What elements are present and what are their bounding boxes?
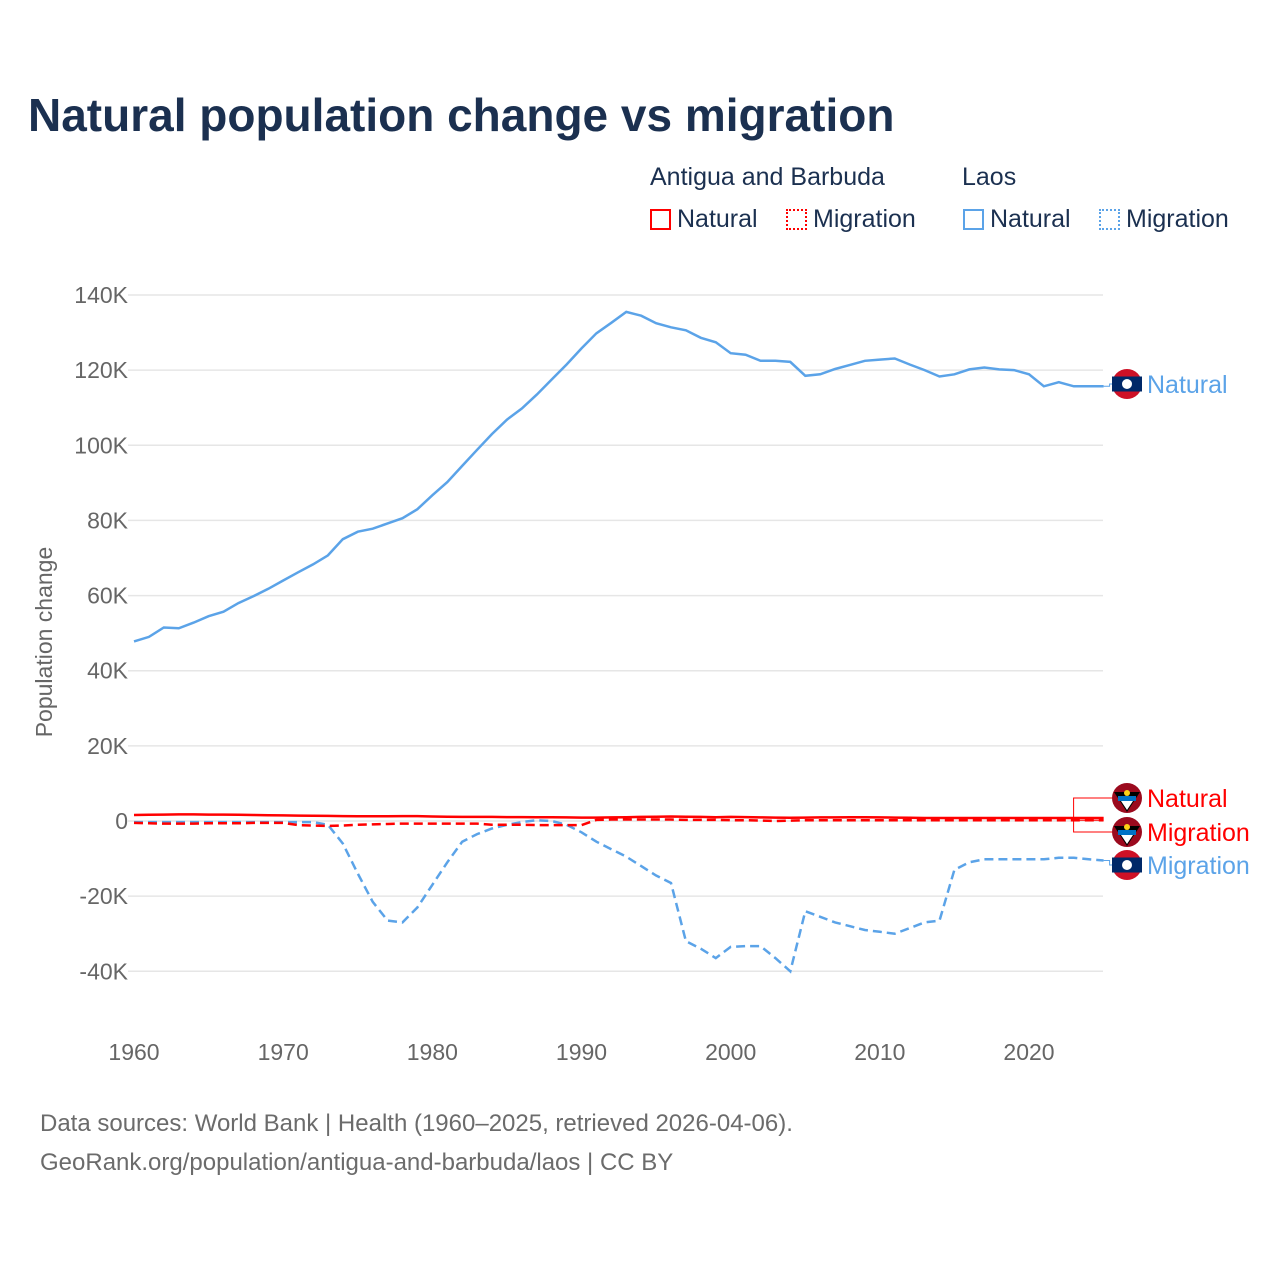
legend-swatch-solid-icon bbox=[963, 209, 984, 230]
source-url[interactable]: GeoRank.org/population/antigua-and-barbu… bbox=[40, 1149, 674, 1176]
leader-line bbox=[1103, 859, 1112, 866]
x-tick-label: 2000 bbox=[705, 1039, 756, 1065]
x-tick-label: 2010 bbox=[854, 1039, 905, 1065]
series-line-antigua-and-barbuda-natural bbox=[133, 813, 1104, 820]
y-tick-label: -40K bbox=[79, 958, 128, 984]
x-tick-label: 1980 bbox=[407, 1039, 458, 1065]
y-tick-label: 120K bbox=[74, 357, 128, 383]
series-end-label: Natural bbox=[1147, 371, 1228, 399]
antigua-flag-icon bbox=[1112, 783, 1142, 813]
leader-line bbox=[1073, 797, 1112, 819]
y-tick-label: 60K bbox=[87, 583, 129, 609]
legend-swatch-dotted-icon bbox=[1099, 209, 1120, 230]
laos-flag-icon bbox=[1112, 369, 1142, 399]
y-tick-label: -20K bbox=[79, 883, 128, 909]
y-tick-label: 100K bbox=[74, 432, 128, 458]
y-axis-label: Population change bbox=[31, 547, 57, 738]
legend-item-laos-migration[interactable]: Migration bbox=[1099, 205, 1229, 234]
x-tick-label: 2020 bbox=[1003, 1039, 1054, 1065]
x-tick-label: 1970 bbox=[258, 1039, 309, 1065]
legend-swatch-dotted-icon bbox=[786, 209, 807, 230]
y-tick-label: 140K bbox=[74, 282, 128, 308]
legend-label: Natural bbox=[677, 205, 758, 233]
y-tick-label: 20K bbox=[87, 733, 129, 759]
series-line-antigua-and-barbuda-migration bbox=[133, 818, 1104, 828]
y-tick-label: 0 bbox=[115, 808, 128, 834]
legend-swatch-solid-icon bbox=[650, 209, 671, 230]
series-line-laos-migration bbox=[134, 818, 1104, 974]
series-line-laos-natural bbox=[133, 310, 1104, 643]
legend-item-antigua-migration[interactable]: Migration bbox=[786, 205, 916, 234]
laos-flag-icon bbox=[1112, 850, 1142, 880]
legend-group-laos: Laos bbox=[962, 163, 1017, 191]
y-tick-label: 80K bbox=[87, 507, 129, 533]
series-end-label: Migration bbox=[1147, 819, 1250, 847]
y-tick-label: 40K bbox=[87, 658, 129, 684]
x-tick-label: 1990 bbox=[556, 1039, 607, 1065]
legend-label: Natural bbox=[990, 205, 1071, 233]
legend-label: Migration bbox=[813, 205, 916, 233]
source-text: Data sources: World Bank | Health (1960–… bbox=[40, 1110, 793, 1137]
series-end-label: Natural bbox=[1147, 785, 1228, 813]
legend-group-antigua: Antigua and Barbuda bbox=[650, 163, 885, 191]
x-tick-label: 1960 bbox=[108, 1039, 159, 1065]
legend-label: Migration bbox=[1126, 205, 1229, 233]
leader-line bbox=[1073, 819, 1112, 833]
legend-item-antigua-natural[interactable]: Natural bbox=[650, 205, 758, 234]
legend-item-laos-natural[interactable]: Natural bbox=[963, 205, 1071, 234]
antigua-flag-icon bbox=[1112, 817, 1142, 847]
series-end-label: Migration bbox=[1147, 852, 1250, 880]
leader-line bbox=[1103, 383, 1112, 387]
chart-title: Natural population change vs migration bbox=[28, 89, 895, 141]
